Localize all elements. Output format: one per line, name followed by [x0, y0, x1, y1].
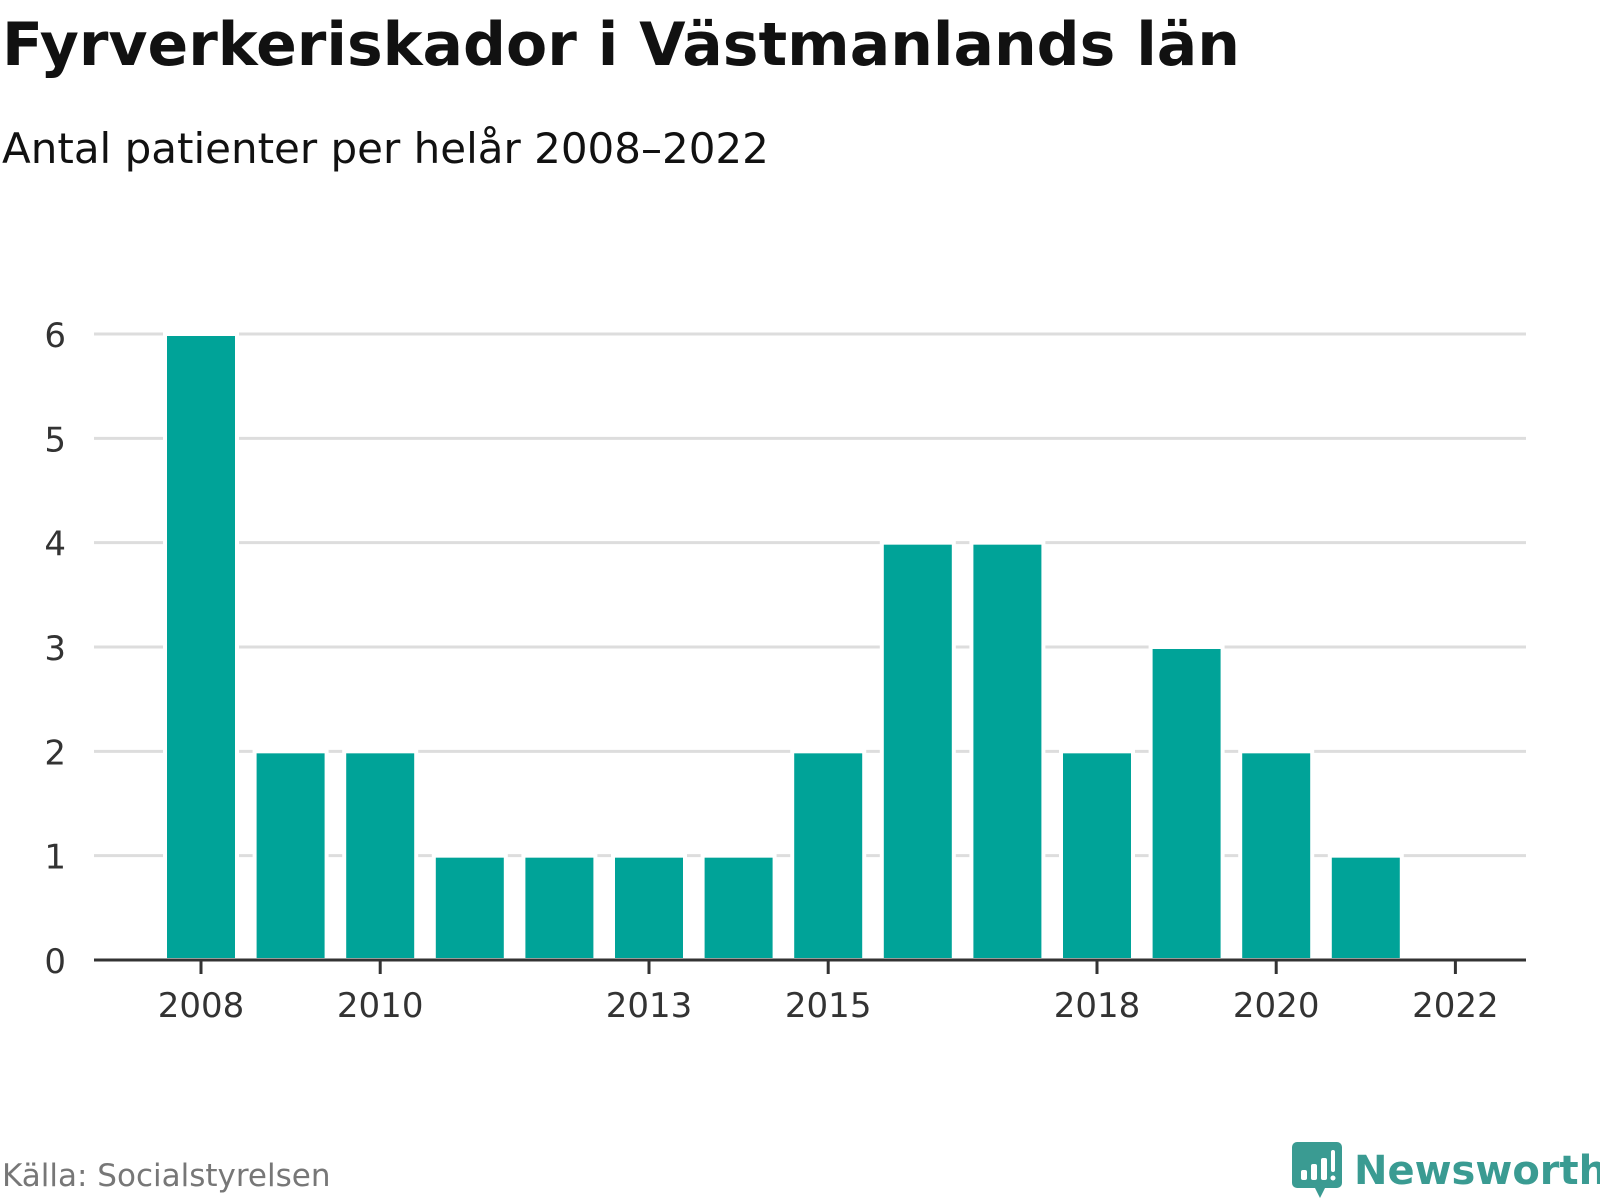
- bar-2018: [1059, 749, 1135, 962]
- brand: Newsworthy: [1292, 1140, 1600, 1202]
- bars: [163, 332, 1404, 963]
- bar-2009: [252, 749, 329, 962]
- chart-subtitle: Antal patienter per helår 2008–2022: [2, 124, 769, 173]
- y-tick-label: 6: [44, 316, 66, 356]
- y-tick-label: 2: [44, 733, 66, 773]
- bar-2011: [431, 853, 508, 963]
- y-tick-label: 0: [44, 942, 66, 982]
- x-axis: 2008 2010 2013 2015 2018 2020 2022: [94, 958, 1526, 1026]
- x-tick-label: 2013: [606, 986, 693, 1026]
- y-tick-label: 1: [44, 838, 66, 878]
- bar-chart-speech-bubble-icon: [1292, 1142, 1342, 1198]
- brand-name: Newsworthy: [1354, 1148, 1600, 1194]
- x-tick-label: 2015: [785, 986, 872, 1026]
- bar-2019: [1148, 645, 1225, 962]
- bar-2012: [521, 853, 598, 963]
- x-tick-label: 2020: [1233, 986, 1320, 1026]
- y-axis-ticks: 0 1 2 3 4 5 6: [44, 316, 66, 982]
- bar-2017: [969, 540, 1046, 963]
- bar-2020: [1238, 749, 1315, 962]
- bar-2008: [163, 332, 239, 962]
- bar-2016: [879, 540, 956, 963]
- bar-2013: [611, 853, 687, 963]
- bar-2015: [790, 749, 867, 962]
- x-tick-label: 2010: [337, 986, 424, 1026]
- y-tick-label: 4: [44, 525, 66, 565]
- chart-title: Fyrverkeriskador i Västmanlands län: [2, 10, 1240, 80]
- x-tick-label: 2018: [1054, 986, 1141, 1026]
- bar-2021: [1327, 853, 1404, 963]
- source-note: Källa: Socialstyrelsen: [2, 1158, 331, 1194]
- bar-2010: [342, 749, 419, 962]
- bar-2014: [700, 853, 777, 963]
- x-tick-label: 2022: [1412, 986, 1499, 1026]
- y-tick-label: 3: [44, 629, 66, 669]
- x-tick-label: 2008: [158, 986, 245, 1026]
- y-tick-label: 5: [44, 420, 66, 460]
